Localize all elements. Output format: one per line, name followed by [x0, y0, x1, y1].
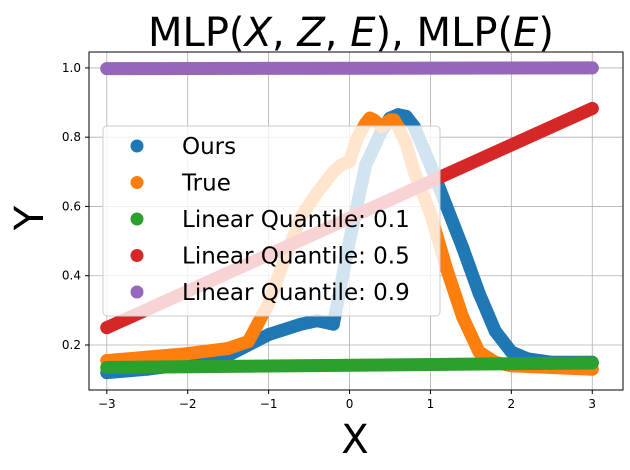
legend-marker [130, 212, 144, 226]
legend-label: Ours [182, 134, 236, 160]
legend-label: True [181, 171, 231, 197]
y-tick-label: 0.4 [62, 269, 81, 283]
x-axis-label: X [341, 417, 368, 463]
data-point [140, 350, 154, 364]
data-point [472, 345, 486, 359]
title-part: X [243, 10, 274, 56]
series-band [100, 61, 599, 76]
x-axis: −3 −2 −1 0 1 2 3 [98, 390, 596, 411]
data-point [100, 321, 114, 335]
data-point [585, 101, 599, 115]
title-part: MLP( [148, 10, 245, 56]
legend-marker [130, 176, 144, 189]
legend-marker [130, 249, 144, 262]
data-point [456, 310, 470, 324]
title-part: , [325, 10, 350, 56]
data-point [585, 356, 599, 370]
y-tick-label: 0.6 [62, 199, 81, 213]
title-part: E [513, 10, 539, 56]
x-tick-label: 1 [427, 397, 435, 411]
legend-label: Linear Quantile: 0.9 [182, 280, 410, 306]
y-tick-label: 0.2 [62, 338, 81, 352]
x-tick-label: −2 [179, 397, 197, 411]
x-tick-label: 2 [508, 397, 516, 411]
plot-frame [88, 51, 624, 391]
x-tick-label: 3 [588, 397, 596, 411]
data-point [100, 360, 114, 374]
y-axis-label: Y [7, 205, 53, 231]
x-tick-label: 0 [346, 397, 354, 411]
legend-box [102, 125, 441, 317]
title-part: , [272, 10, 297, 56]
x-tick-label: −3 [98, 397, 116, 411]
title-part: ) [538, 10, 554, 56]
legend: Ours True Linear Quantile: 0.1 Linear Quant… [102, 125, 441, 317]
y-tick-label: 1.0 [62, 61, 81, 75]
legend-label: Linear Quantile: 0.5 [182, 244, 410, 270]
data-point [241, 335, 255, 349]
y-axis: 0.2 0.4 0.6 0.8 1.0 [62, 61, 89, 352]
chart-title: MLP(X, Z, E), MLP(E) [148, 10, 554, 56]
data-point [488, 324, 502, 338]
x-tick-label: −1 [260, 397, 278, 411]
y-tick-label: 0.8 [62, 130, 81, 144]
series-band [100, 356, 599, 374]
data-point [472, 286, 486, 300]
data-point [326, 317, 340, 331]
data-point [310, 314, 324, 328]
data-point [262, 328, 276, 342]
legend-label: Linear Quantile: 0.1 [182, 207, 410, 233]
title-part: ), MLP( [376, 10, 514, 56]
data-point [399, 109, 413, 123]
title-part: E [350, 10, 376, 56]
data-point [294, 317, 308, 331]
data-point [440, 262, 454, 276]
data-point [456, 241, 470, 255]
data-point [100, 62, 114, 76]
data-point [181, 347, 195, 361]
title-part: Z [296, 10, 326, 56]
legend-marker [130, 285, 144, 299]
data-point [504, 345, 518, 359]
legend-marker [130, 139, 144, 153]
data-point [221, 341, 235, 355]
data-point [585, 61, 599, 75]
data-point [440, 199, 454, 213]
